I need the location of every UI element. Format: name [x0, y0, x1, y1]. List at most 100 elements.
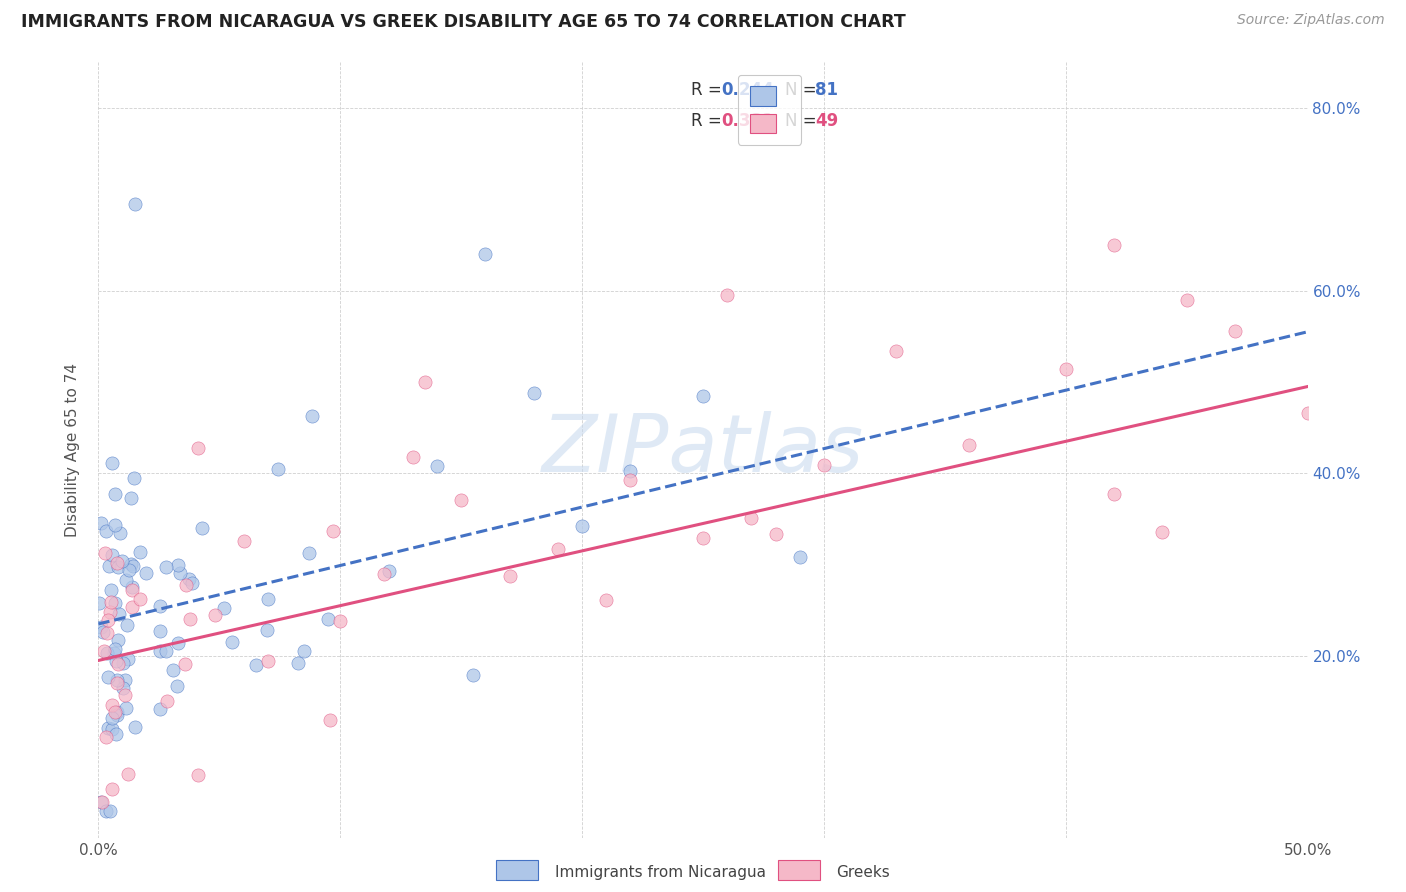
Point — [957, 438, 980, 452]
Point — [90, 620, 112, 634]
FancyBboxPatch shape — [496, 860, 538, 880]
Point — [135, 566, 157, 580]
Point — [98, 804, 121, 818]
Point — [174, 578, 197, 592]
Point — [97, 613, 120, 627]
Point — [692, 389, 714, 403]
Point — [212, 601, 235, 615]
Point — [886, 343, 908, 358]
Point — [319, 713, 342, 727]
Point — [716, 288, 738, 302]
Point — [190, 521, 212, 535]
Point — [115, 618, 138, 632]
Point — [179, 612, 201, 626]
Point — [121, 600, 143, 615]
Point — [1054, 361, 1077, 376]
Point — [129, 591, 152, 606]
Text: N =: N = — [785, 81, 823, 99]
Point — [94, 730, 117, 744]
Point — [1152, 525, 1174, 540]
Point — [96, 625, 118, 640]
Point — [595, 593, 617, 607]
Point — [121, 580, 143, 594]
Point — [245, 657, 267, 672]
Point — [100, 582, 122, 597]
Point — [156, 694, 179, 708]
Point — [104, 705, 127, 719]
Point — [571, 519, 593, 533]
Point — [155, 560, 177, 574]
Point — [1175, 293, 1198, 307]
Point — [114, 573, 136, 587]
Point — [104, 641, 127, 656]
Point — [692, 531, 714, 545]
Point — [267, 462, 290, 476]
Point — [298, 546, 321, 560]
Point — [166, 679, 188, 693]
Point — [105, 556, 128, 570]
Point — [373, 566, 395, 581]
Point — [111, 554, 134, 568]
Point — [474, 247, 496, 261]
Point — [111, 656, 134, 670]
Point — [316, 612, 339, 626]
Point — [107, 673, 129, 687]
Point — [187, 441, 209, 455]
Point — [179, 572, 201, 586]
Text: 81: 81 — [815, 81, 838, 99]
Point — [118, 563, 141, 577]
Point — [402, 450, 425, 465]
Point — [257, 653, 280, 667]
Point — [104, 518, 127, 533]
Text: Greeks: Greeks — [837, 865, 890, 880]
Point — [167, 636, 190, 650]
Point — [129, 544, 152, 558]
Point — [100, 595, 122, 609]
Point — [98, 605, 121, 619]
Point — [292, 644, 315, 658]
Legend: , : , — [738, 75, 801, 145]
Point — [97, 721, 120, 735]
Point — [498, 568, 520, 582]
Point — [187, 768, 209, 782]
Point — [89, 596, 111, 610]
Point — [101, 781, 124, 796]
Point — [117, 652, 139, 666]
Point — [155, 644, 177, 658]
Text: R =: R = — [690, 112, 727, 130]
Point — [90, 795, 112, 809]
Point — [221, 635, 243, 649]
Text: IMMIGRANTS FROM NICARAGUA VS GREEK DISABILITY AGE 65 TO 74 CORRELATION CHART: IMMIGRANTS FROM NICARAGUA VS GREEK DISAB… — [21, 13, 905, 31]
Point — [124, 197, 146, 211]
Point — [121, 583, 143, 598]
Point — [377, 564, 399, 578]
Point — [108, 526, 131, 541]
Y-axis label: Disability Age 65 to 74: Disability Age 65 to 74 — [65, 363, 80, 538]
Point — [1296, 406, 1319, 420]
Point — [413, 375, 436, 389]
Text: R =: R = — [690, 81, 727, 99]
Point — [114, 673, 136, 688]
Point — [256, 592, 278, 607]
Point — [204, 607, 226, 622]
Point — [169, 566, 191, 580]
Point — [104, 727, 127, 741]
Point — [100, 549, 122, 563]
Point — [104, 596, 127, 610]
Point — [90, 516, 112, 530]
Point — [96, 646, 118, 660]
Point — [96, 804, 118, 818]
Point — [789, 550, 811, 565]
Point — [181, 576, 204, 591]
Point — [105, 654, 128, 668]
Text: 0.244: 0.244 — [721, 81, 773, 99]
Point — [619, 464, 641, 478]
Point — [97, 558, 120, 573]
Text: Source: ZipAtlas.com: Source: ZipAtlas.com — [1237, 13, 1385, 28]
Point — [619, 473, 641, 487]
Point — [120, 491, 142, 505]
FancyBboxPatch shape — [778, 860, 820, 880]
Point — [112, 681, 135, 696]
Point — [107, 560, 129, 574]
Point — [765, 526, 787, 541]
